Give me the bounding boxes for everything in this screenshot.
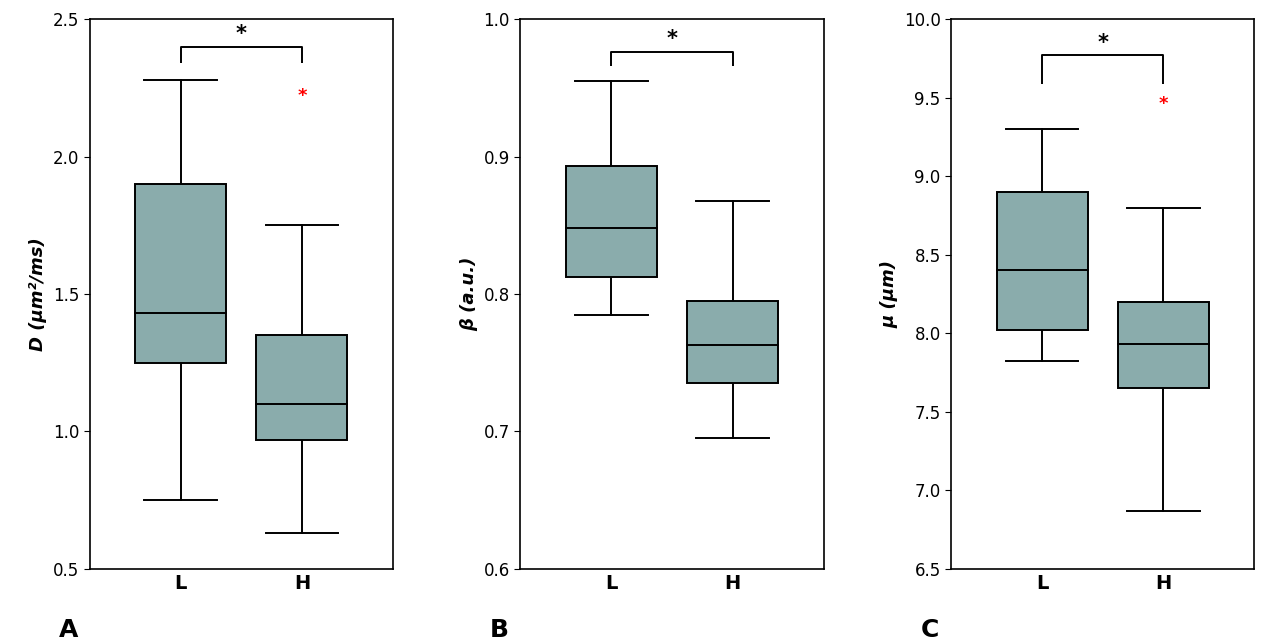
- Bar: [256, 335, 347, 440]
- Text: A: A: [59, 618, 78, 639]
- Y-axis label: μ (μm): μ (μm): [881, 260, 899, 328]
- Text: C: C: [920, 618, 940, 639]
- Text: *: *: [236, 24, 247, 44]
- Bar: [566, 166, 657, 277]
- Text: *: *: [1158, 95, 1169, 113]
- Bar: [687, 301, 778, 383]
- Text: *: *: [1097, 33, 1108, 52]
- Text: *: *: [297, 87, 307, 105]
- Bar: [997, 192, 1088, 330]
- Text: B: B: [490, 618, 509, 639]
- Bar: [136, 184, 227, 363]
- Y-axis label: β (a.u.): β (a.u.): [460, 257, 477, 331]
- Bar: [1117, 302, 1208, 388]
- Y-axis label: D (μm²/ms): D (μm²/ms): [29, 237, 47, 351]
- Text: *: *: [667, 29, 677, 49]
